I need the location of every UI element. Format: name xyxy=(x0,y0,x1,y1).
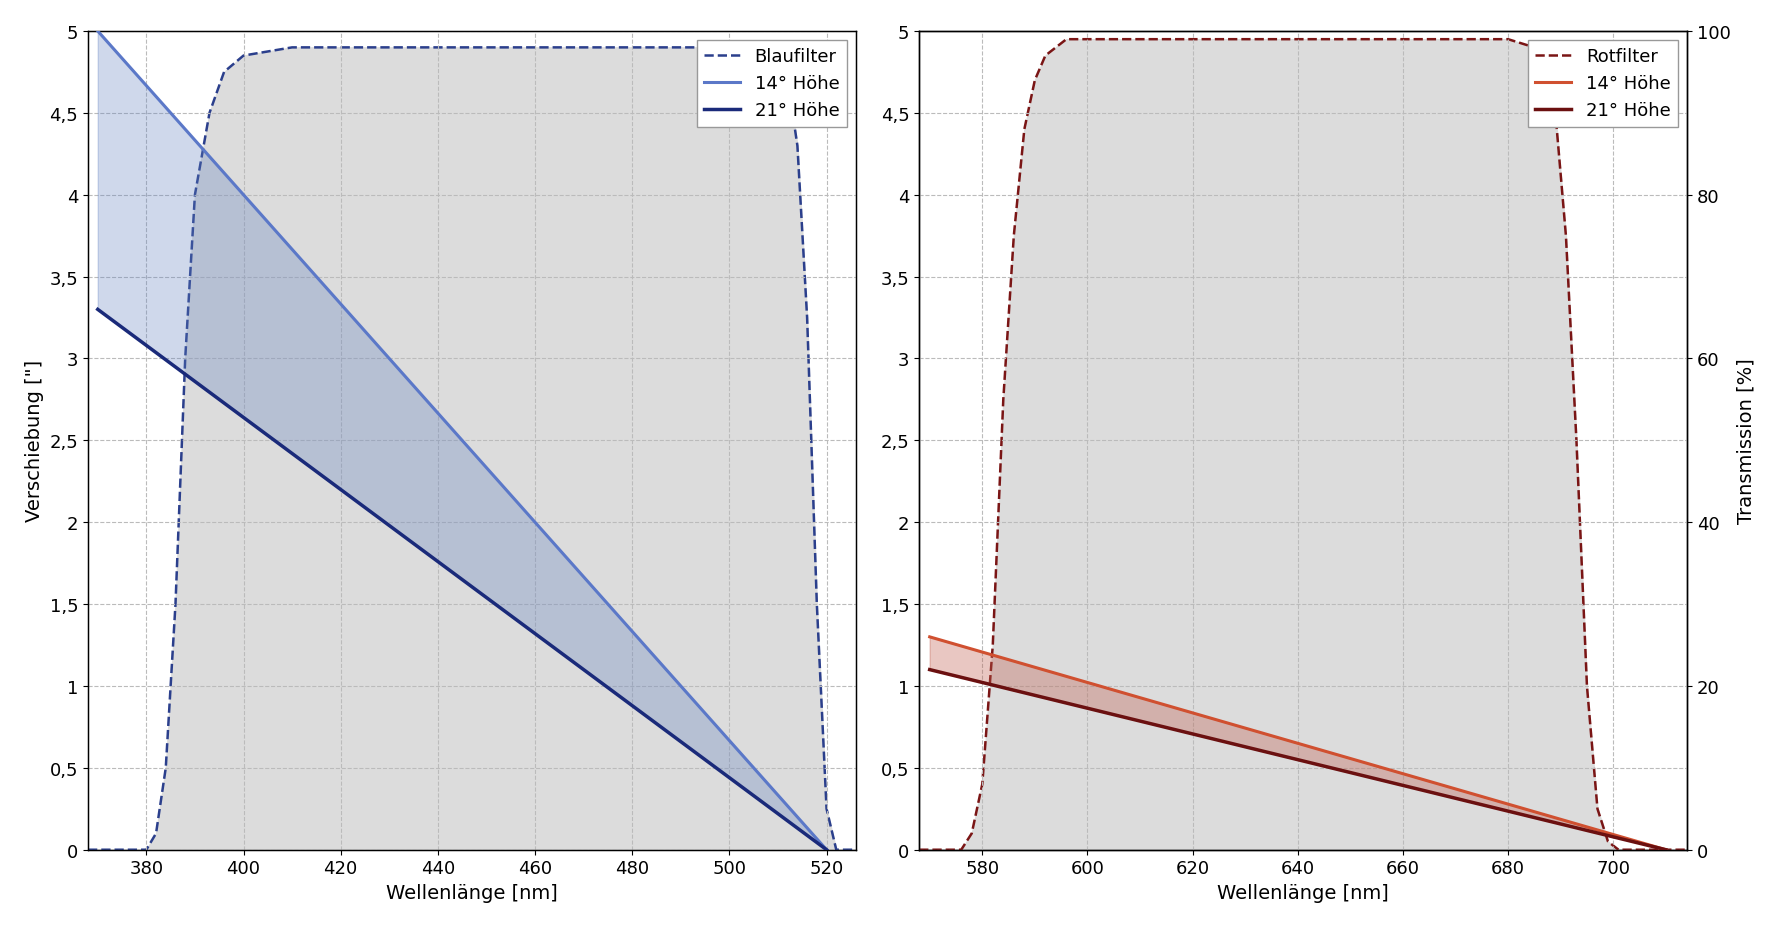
Y-axis label: Verschiebung ["]: Verschiebung ["] xyxy=(25,360,44,522)
X-axis label: Wellenlänge [nm]: Wellenlänge [nm] xyxy=(386,883,557,902)
Legend: Rotfilter, 14° Höhe, 21° Höhe: Rotfilter, 14° Höhe, 21° Höhe xyxy=(1527,41,1679,127)
Y-axis label: Transmission [%]: Transmission [%] xyxy=(1736,358,1755,524)
X-axis label: Wellenlänge [nm]: Wellenlänge [nm] xyxy=(1218,883,1388,902)
Legend: Blaufilter, 14° Höhe, 21° Höhe: Blaufilter, 14° Höhe, 21° Höhe xyxy=(698,41,847,127)
